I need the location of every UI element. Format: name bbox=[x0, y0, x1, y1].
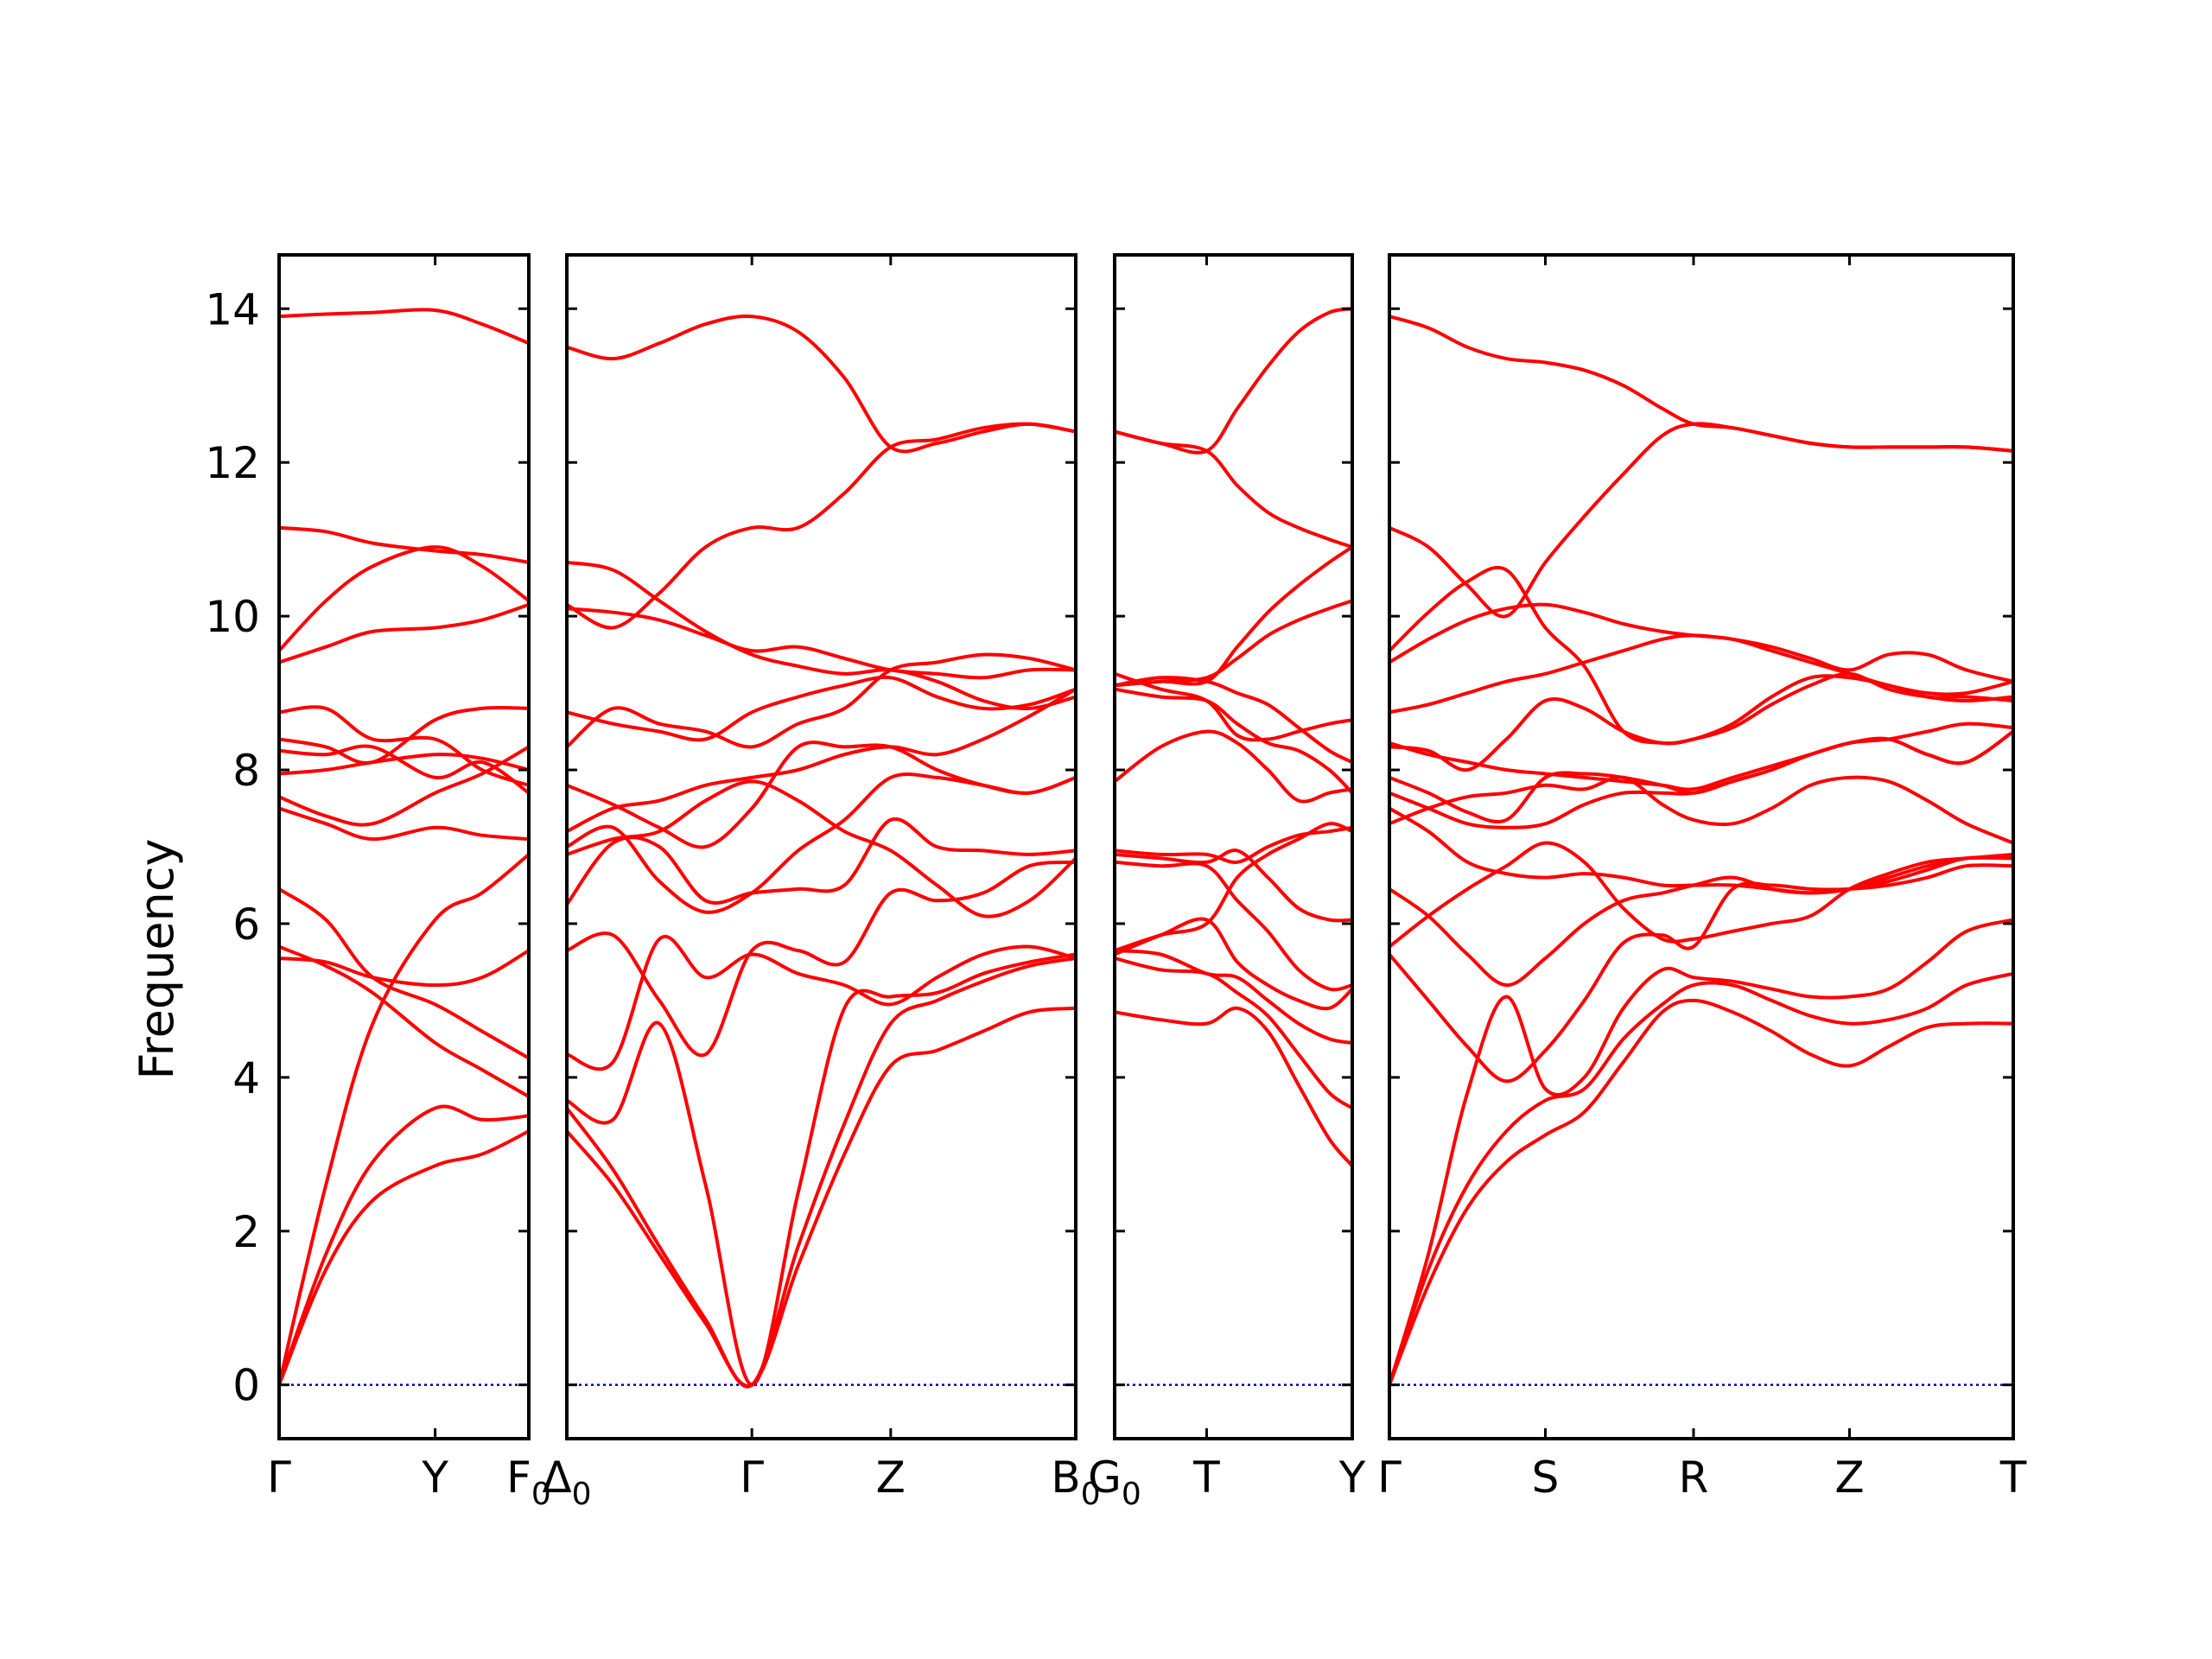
band-line-14 bbox=[279, 545, 529, 653]
band-line-9 bbox=[1115, 729, 1352, 804]
band-lines bbox=[1115, 307, 1352, 1168]
band-line-14 bbox=[1115, 545, 1352, 688]
y-tick-label: 0 bbox=[232, 1361, 260, 1411]
band-line-6 bbox=[567, 817, 1076, 906]
band-line-5 bbox=[279, 944, 529, 1099]
band-line-16 bbox=[1115, 307, 1352, 454]
x-tick-label: T bbox=[1999, 1452, 2027, 1503]
band-line-16 bbox=[567, 314, 1076, 454]
x-tick-label: T bbox=[1192, 1452, 1220, 1503]
band-line-9 bbox=[279, 753, 529, 776]
band-line-8 bbox=[1115, 825, 1352, 864]
band-line-15 bbox=[567, 422, 1076, 630]
x-tick-label: Z bbox=[876, 1452, 906, 1503]
band-line-14 bbox=[1389, 602, 2013, 696]
band-line-1 bbox=[1389, 998, 2013, 1387]
band-line-11 bbox=[1115, 671, 1352, 742]
panel-frame bbox=[565, 253, 1077, 1440]
band-line-12 bbox=[279, 705, 529, 787]
band-line-17 bbox=[1389, 315, 2013, 453]
band-line-7 bbox=[279, 806, 529, 842]
band-line-16 bbox=[279, 308, 529, 346]
panel-frame bbox=[1388, 253, 2015, 1440]
band-line-10 bbox=[279, 744, 529, 795]
band-line-4 bbox=[1389, 863, 2013, 1084]
x-tick-label: Γ bbox=[267, 1452, 291, 1503]
x-tick-label: Z bbox=[1834, 1452, 1864, 1503]
y-tick-labels: 0 2 4 6 8 10 12 14 bbox=[205, 284, 260, 1410]
panel-frame bbox=[1113, 253, 1354, 1440]
band-line-11 bbox=[279, 705, 529, 766]
y-tick-label: 10 bbox=[205, 592, 260, 642]
y-tick-label: 12 bbox=[205, 438, 260, 488]
band-line-12 bbox=[567, 675, 1076, 742]
band-line-7 bbox=[1115, 822, 1352, 953]
y-tick-label: 14 bbox=[205, 284, 260, 334]
band-lines bbox=[1389, 315, 2013, 1387]
band-line-14 bbox=[567, 560, 1076, 710]
band-line-3 bbox=[1115, 949, 1352, 1045]
x-tick-label: F0 bbox=[506, 1452, 551, 1512]
band-line-10 bbox=[1389, 721, 2013, 824]
band-line-10 bbox=[567, 741, 1076, 849]
band-line-15 bbox=[279, 525, 529, 564]
band-line-5 bbox=[567, 860, 1076, 1058]
band-line-12 bbox=[1115, 676, 1352, 765]
band-line-3 bbox=[1389, 918, 2013, 1387]
band-line-5 bbox=[1115, 860, 1352, 992]
band-line-6 bbox=[279, 887, 529, 1060]
y-tick-label: 4 bbox=[232, 1053, 260, 1103]
band-line-2 bbox=[279, 1104, 529, 1387]
x-tick-label: Y bbox=[421, 1452, 448, 1503]
band-line-13 bbox=[279, 602, 529, 664]
band-line-11 bbox=[567, 652, 1076, 749]
x-tick-label: Γ bbox=[1377, 1452, 1402, 1503]
band-line-7 bbox=[567, 779, 1076, 918]
band-lines bbox=[567, 314, 1076, 1389]
y-tick-label: 6 bbox=[232, 899, 260, 950]
band-line-3 bbox=[567, 952, 1076, 1387]
band-line-7 bbox=[1389, 806, 2013, 895]
x-tick-label: Γ bbox=[740, 1452, 764, 1503]
x-tick-label: Y bbox=[1338, 1452, 1366, 1503]
y-tick-label: 2 bbox=[232, 1207, 260, 1257]
band-line-6 bbox=[1115, 849, 1352, 923]
band-line-1 bbox=[279, 1129, 529, 1387]
band-line-2 bbox=[1115, 957, 1352, 1110]
band-line-13 bbox=[567, 607, 1076, 680]
band-line-4 bbox=[279, 949, 529, 988]
panel-2: Δ0 Γ Z B0 bbox=[542, 253, 1101, 1512]
band-line-15 bbox=[1389, 565, 2013, 746]
band-line-8 bbox=[1389, 775, 2013, 845]
x-tick-label: R bbox=[1679, 1452, 1709, 1503]
band-line-10 bbox=[1115, 687, 1352, 795]
y-axis-label: Frequency bbox=[130, 839, 184, 1080]
band-line-4 bbox=[567, 935, 1076, 1071]
band-line-1 bbox=[567, 1006, 1076, 1389]
x-tick-label: Δ0 bbox=[542, 1452, 591, 1512]
band-line-3 bbox=[279, 852, 529, 1387]
panel-frame bbox=[277, 253, 531, 1440]
band-line-2 bbox=[1389, 971, 2013, 1387]
band-line-9 bbox=[567, 687, 1076, 834]
x-tick-label: S bbox=[1532, 1452, 1560, 1503]
band-line-2 bbox=[567, 957, 1076, 1389]
panel-3: G0 T Y bbox=[1088, 253, 1366, 1512]
band-line-11 bbox=[1389, 729, 2013, 791]
band-line-1 bbox=[1115, 1006, 1352, 1168]
y-tick-label: 8 bbox=[232, 746, 260, 796]
panel-1: Γ Y F0 bbox=[267, 253, 551, 1512]
band-lines bbox=[279, 308, 529, 1387]
